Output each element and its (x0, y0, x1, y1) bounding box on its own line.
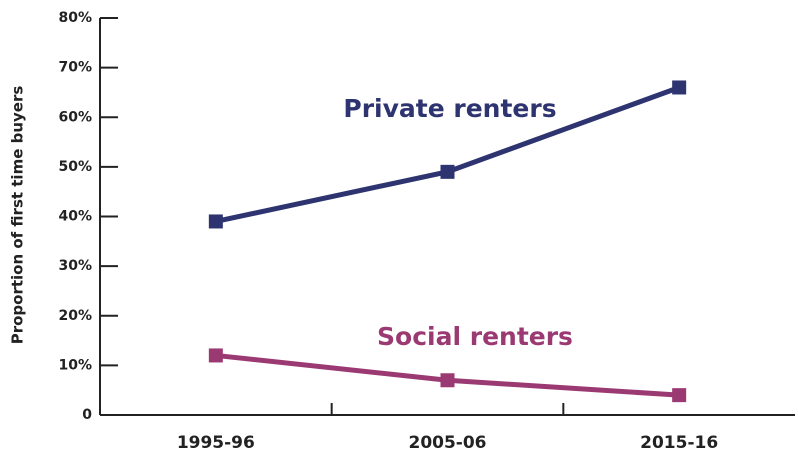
x-tick-label: 2005-06 (408, 433, 486, 453)
y-tick-label: 10% (58, 357, 92, 373)
series-label: Social renters (377, 322, 573, 351)
point-marker (672, 388, 687, 403)
y-tick-label: 70% (58, 60, 92, 76)
y-tick-label: 80% (58, 10, 92, 26)
y-tick-label: 50% (58, 159, 92, 175)
x-tick-label: 2015-16 (640, 433, 718, 453)
y-tick-label: 0 (82, 407, 92, 423)
point-marker (440, 164, 455, 179)
point-marker (208, 348, 223, 363)
y-tick-label: 60% (58, 109, 92, 125)
point-marker (440, 373, 455, 388)
y-tick-label: 30% (58, 258, 92, 274)
series-label: Private renters (343, 94, 556, 123)
y-tick-label: 20% (58, 308, 92, 324)
y-axis-label: Proportion of first time buyers (9, 86, 27, 345)
x-tick-label: 1995-96 (177, 433, 255, 453)
point-marker (208, 214, 223, 229)
point-marker (672, 80, 687, 95)
y-tick-label: 40% (58, 209, 92, 225)
